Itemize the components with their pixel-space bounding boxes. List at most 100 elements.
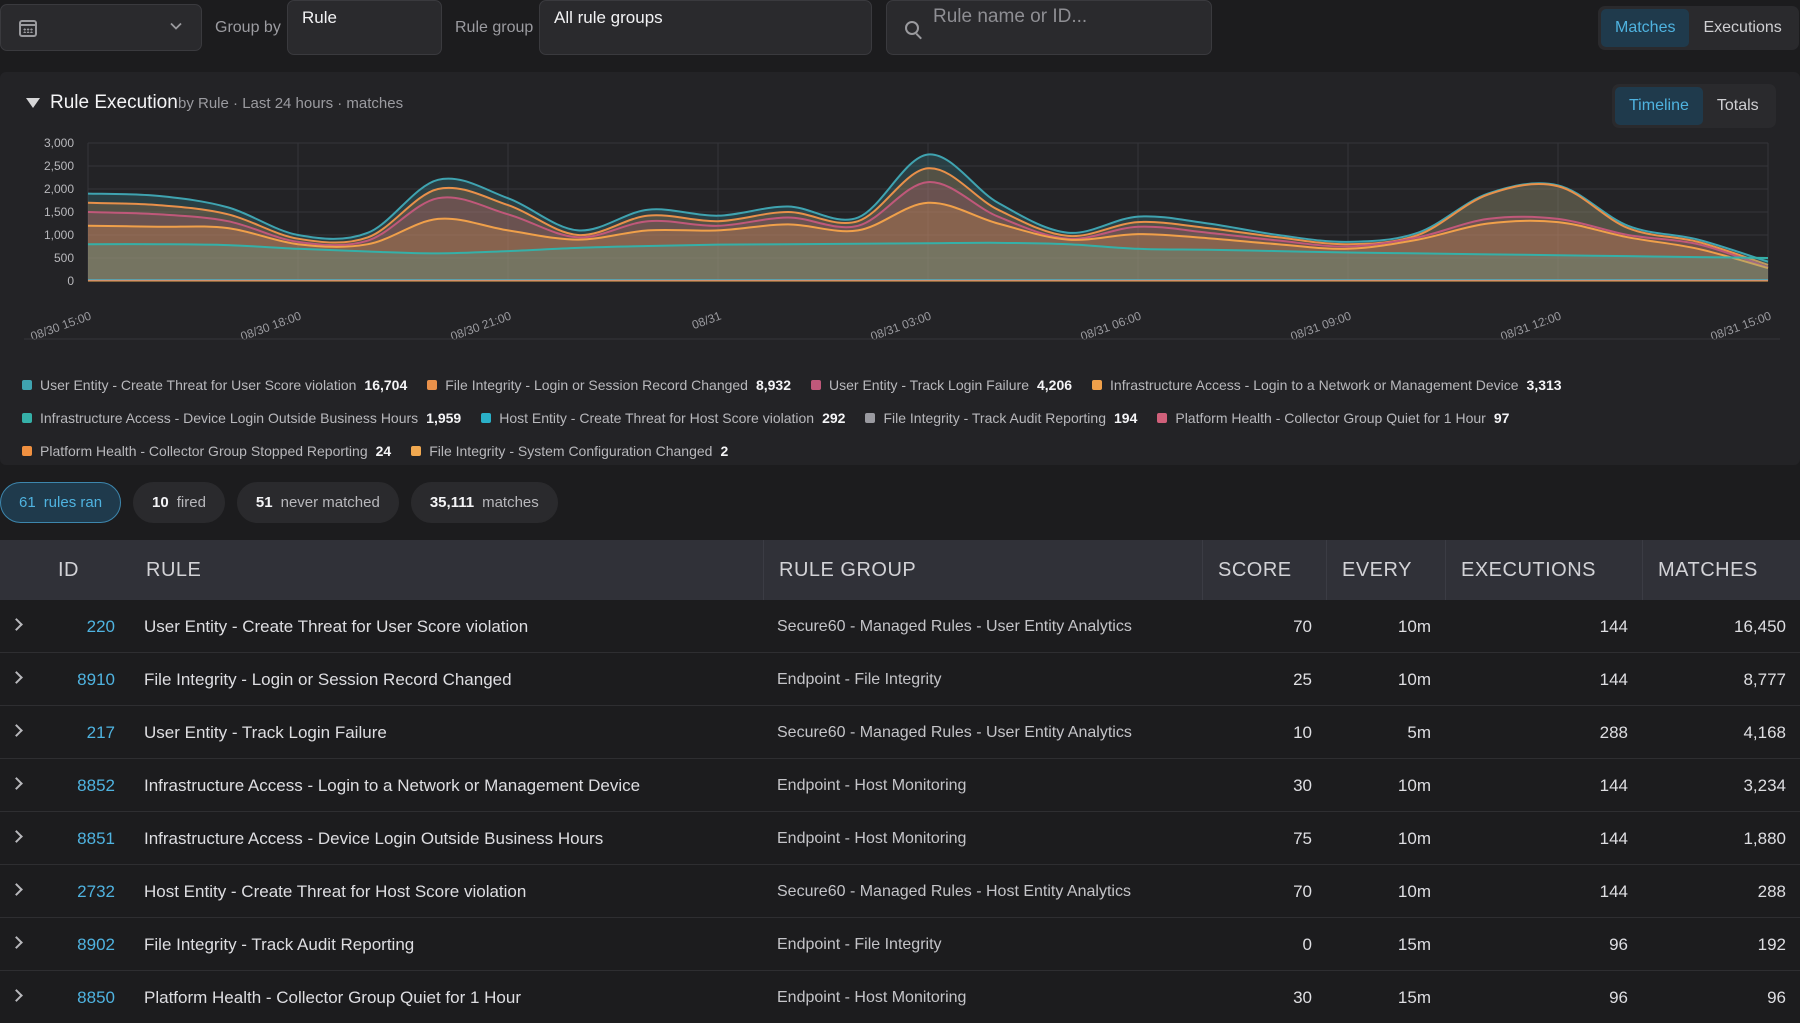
table-row[interactable]: 8852 Infrastructure Access - Login to a N…: [0, 759, 1800, 812]
series-line[interactable]: [87, 167, 1769, 266]
col-header-rule[interactable]: RULE: [146, 559, 202, 581]
date-range-picker[interactable]: [0, 4, 202, 51]
rules-ran-label: rules ran: [43, 494, 103, 511]
rule-id-link[interactable]: 217: [86, 723, 115, 742]
legend-swatch: [22, 412, 32, 423]
matches-label: matches: [482, 494, 539, 511]
matches-value: 4,168: [1743, 723, 1786, 742]
chevron-right-icon[interactable]: [10, 618, 23, 631]
y-tick-label: 500: [54, 251, 74, 265]
chevron-right-icon[interactable]: [10, 671, 23, 684]
chevron-right-icon[interactable]: [10, 777, 23, 790]
view-mode-executions[interactable]: Executions: [1703, 19, 1782, 36]
legend-item[interactable]: Host Entity - Create Threat for Host Sco…: [481, 410, 845, 426]
view-mode-toggle: Matches Executions: [1598, 6, 1799, 50]
executions-value: 144: [1599, 670, 1628, 689]
matches-count: 35,111: [429, 494, 475, 511]
chart-legend: User Entity - Create Threat for User Sco…: [22, 368, 1782, 467]
legend-label: Host Entity - Create Threat for Host Sco…: [499, 409, 815, 426]
table-row[interactable]: 217 User Entity - Track Login Failure Secu…: [0, 706, 1800, 759]
never-matched-count: 51: [255, 494, 273, 511]
legend-item[interactable]: User Entity - Create Threat for User Sco…: [22, 377, 407, 393]
matches-value: 288: [1757, 882, 1786, 901]
x-tick-label: 08/31 03:00: [869, 309, 934, 344]
chevron-right-icon[interactable]: [10, 883, 23, 896]
interval-value: 10m: [1397, 829, 1431, 848]
legend-item[interactable]: User Entity - Track Login Failure 4,206: [811, 377, 1072, 393]
interval-value: 10m: [1397, 670, 1431, 689]
score-value: 30: [1293, 776, 1312, 795]
col-header-executions[interactable]: EXECUTIONS: [1461, 559, 1597, 581]
search-icon: [905, 21, 919, 35]
legend-item[interactable]: File Integrity - Track Audit Reporting 19…: [865, 410, 1137, 426]
chevron-right-icon[interactable]: [10, 989, 23, 1002]
legend-item[interactable]: Platform Health - Collector Group Quiet …: [1157, 410, 1509, 426]
col-header-score[interactable]: SCORE: [1218, 559, 1292, 581]
series-line[interactable]: [87, 241, 1769, 259]
legend-value: 16,704: [364, 376, 408, 393]
table-row[interactable]: 220 User Entity - Create Threat for User …: [0, 600, 1800, 653]
collapse-triangle-icon[interactable]: [26, 98, 40, 108]
chart-mode-timeline[interactable]: Timeline: [1615, 87, 1703, 125]
col-header-rule-group[interactable]: RULE GROUP: [779, 559, 917, 581]
chart-mode-totals[interactable]: Totals: [1716, 97, 1759, 114]
table-row[interactable]: 8902 File Integrity - Track Audit Reporti…: [0, 918, 1800, 971]
legend-row: Platform Health - Collector Group Stoppe…: [22, 434, 1782, 467]
table-row[interactable]: 2732 Host Entity - Create Threat for Host…: [0, 865, 1800, 918]
x-tick-label: 08/30 15:00: [29, 309, 94, 344]
rule-id-link[interactable]: 220: [86, 617, 115, 636]
rules-ran-count: 61: [19, 494, 36, 511]
legend-row: Infrastructure Access - Device Login Out…: [22, 401, 1782, 434]
legend-value: 194: [1114, 409, 1138, 426]
search-input[interactable]: [933, 5, 1203, 29]
legend-item[interactable]: Platform Health - Collector Group Stoppe…: [22, 443, 391, 459]
fired-pill[interactable]: 10 fired: [133, 482, 225, 523]
col-header-matches[interactable]: MATCHES: [1658, 559, 1758, 581]
table-row[interactable]: 8851 Infrastructure Access - Device Login…: [0, 812, 1800, 865]
executions-value: 96: [1609, 988, 1628, 1007]
view-mode-matches[interactable]: Matches: [1601, 9, 1690, 47]
legend-item[interactable]: Infrastructure Access - Device Login Out…: [22, 410, 461, 426]
matches-value: 16,450: [1734, 617, 1786, 636]
legend-item[interactable]: File Integrity - Login or Session Record…: [427, 377, 791, 393]
rule-id-link[interactable]: 8850: [77, 988, 115, 1007]
group-by-label: Group by: [215, 19, 281, 36]
score-value: 70: [1293, 617, 1312, 636]
chevron-right-icon[interactable]: [10, 830, 23, 843]
fired-label: fired: [176, 494, 206, 511]
never-matched-pill[interactable]: 51 never matched: [236, 482, 399, 523]
legend-item[interactable]: File Integrity - System Configuration Ch…: [411, 443, 728, 459]
rule-id-link[interactable]: 8852: [77, 776, 115, 795]
rule-id-link[interactable]: 8902: [77, 935, 115, 954]
rule-id-link[interactable]: 2732: [77, 882, 115, 901]
group-by-select[interactable]: Rule: [287, 0, 442, 55]
rules-ran-pill[interactable]: 61 rules ran: [0, 482, 122, 523]
timeline-chart: 0 500 1,000 1,500 2,000 2,500 3,000 08/30 15:00…: [24, 136, 1780, 344]
legend-value: 292: [822, 409, 846, 426]
legend-item[interactable]: Infrastructure Access - Login to a Netwo…: [1092, 377, 1562, 393]
col-header-every[interactable]: EVERY: [1342, 559, 1412, 581]
series-area: [88, 202, 1768, 281]
table-row[interactable]: 8910 File Integrity - Login or Session Re…: [0, 653, 1800, 706]
interval-value: 5m: [1407, 723, 1431, 742]
series-line[interactable]: [87, 181, 1769, 269]
legend-label: Platform Health - Collector Group Stoppe…: [40, 442, 368, 459]
matches-pill[interactable]: 35,111 matches: [410, 482, 558, 523]
chevron-right-icon[interactable]: [10, 936, 23, 949]
chevron-right-icon[interactable]: [10, 724, 23, 737]
series-line[interactable]: [87, 201, 1769, 270]
legend-swatch: [22, 445, 32, 456]
legend-label: User Entity - Create Threat for User Sco…: [40, 376, 357, 393]
table-row[interactable]: 8850 Platform Health - Collector Group Qu…: [0, 971, 1800, 1023]
y-tick-label: 0: [67, 274, 74, 288]
col-divider: [763, 540, 764, 600]
matches-value: 96: [1767, 988, 1786, 1007]
rule-group-select[interactable]: All rule groups: [539, 0, 872, 55]
rule-id-link[interactable]: 8910: [77, 670, 115, 689]
col-header-id[interactable]: ID: [58, 559, 79, 581]
rule-name: User Entity - Create Threat for User Sco…: [144, 617, 529, 636]
legend-label: User Entity - Track Login Failure: [829, 376, 1029, 393]
score-value: 10: [1293, 723, 1312, 742]
rule-id-link[interactable]: 8851: [77, 829, 115, 848]
col-divider: [1642, 540, 1643, 600]
